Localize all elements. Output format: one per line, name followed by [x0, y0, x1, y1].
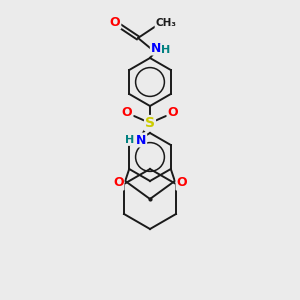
Text: O: O: [122, 106, 132, 119]
Text: O: O: [113, 176, 124, 190]
Text: H: H: [125, 135, 135, 145]
Text: O: O: [110, 16, 120, 28]
Text: H: H: [161, 45, 171, 55]
Text: N: N: [151, 41, 161, 55]
Text: CH₃: CH₃: [155, 18, 176, 28]
Text: N: N: [136, 134, 146, 146]
Text: S: S: [145, 116, 155, 130]
Text: O: O: [168, 106, 178, 119]
Text: O: O: [176, 176, 187, 190]
